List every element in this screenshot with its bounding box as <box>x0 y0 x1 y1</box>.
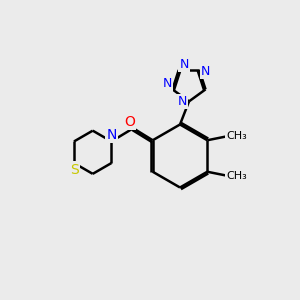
Text: N: N <box>106 128 117 142</box>
Text: N: N <box>162 77 172 91</box>
Text: O: O <box>124 115 135 129</box>
Text: N: N <box>179 58 189 71</box>
Text: N: N <box>201 65 211 78</box>
Text: N: N <box>178 95 187 108</box>
Text: CH₃: CH₃ <box>226 171 247 181</box>
Text: CH₃: CH₃ <box>226 131 247 141</box>
Text: S: S <box>70 163 78 177</box>
